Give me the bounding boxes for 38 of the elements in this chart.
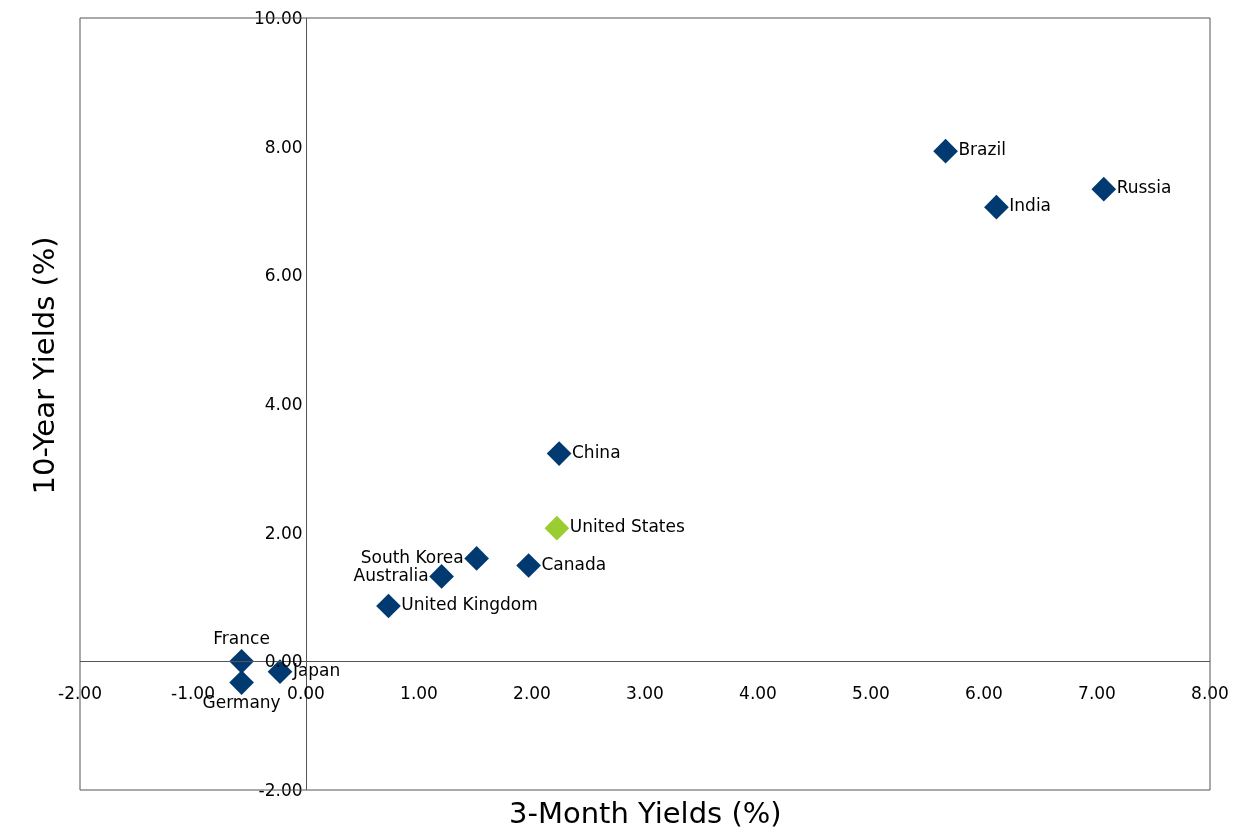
y-tick-label: 6.00: [264, 265, 303, 286]
y-axis-title: 10-Year Yields (%): [26, 236, 61, 495]
point: [933, 138, 958, 164]
series-label: South Korea: [360, 546, 464, 567]
point: [1091, 176, 1117, 202]
x-tick-label: -2.00: [58, 682, 102, 703]
x-tick-label: 8.00: [1191, 682, 1229, 703]
x-tick-label: 1.00: [400, 682, 438, 703]
x-tick-label: 7.00: [1078, 682, 1116, 703]
series-label: Brazil: [958, 139, 1006, 160]
x-axis-title: 3-Month Yields (%): [509, 796, 782, 830]
series-label: United States: [569, 516, 685, 537]
series-label: France: [213, 628, 270, 649]
series-label: United Kingdom: [401, 594, 538, 615]
series-label: Canada: [541, 553, 607, 574]
series-label: Russia: [1116, 177, 1172, 198]
point: [376, 593, 401, 619]
x-tick-label: 3.00: [626, 682, 664, 703]
x-tick-label: 2.00: [513, 682, 551, 703]
point: [516, 553, 541, 578]
point: [984, 194, 1009, 220]
point: [464, 546, 489, 571]
series-label: China: [571, 441, 621, 462]
x-tick-label: 4.00: [739, 682, 777, 703]
y-tick-label: 10.00: [253, 7, 303, 28]
point: [229, 648, 254, 674]
y-tick-label: 8.00: [264, 136, 303, 157]
point: [229, 670, 254, 695]
y-tick-label: -2.00: [258, 779, 303, 800]
y-tick-label: 2.00: [264, 522, 303, 543]
series-label: Australia: [353, 564, 429, 585]
point: [544, 515, 570, 541]
series-label: India: [1009, 195, 1052, 216]
point: [429, 564, 454, 589]
x-tick-label: 6.00: [965, 682, 1003, 703]
x-tick-label: 5.00: [852, 682, 890, 703]
y-tick-label: 4.00: [264, 393, 303, 414]
point: [546, 441, 572, 466]
